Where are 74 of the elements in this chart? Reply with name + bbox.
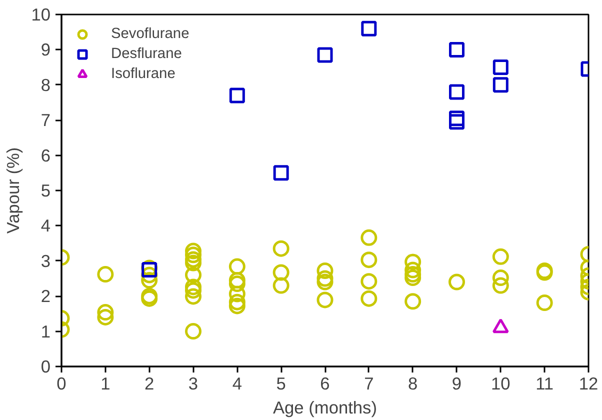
point [228,286,246,302]
point [273,165,289,181]
point [97,266,114,283]
x-axis-title: Age (months) [272,398,378,418]
x-tick-label: 3 [188,374,198,394]
point [492,77,508,93]
point [316,292,334,308]
point [228,276,246,292]
point [272,277,290,294]
y-tick-label: 1 [40,321,51,342]
point [404,293,422,310]
point [448,274,465,290]
y-tick-label: 6 [40,145,51,166]
y-tick-label: 9 [40,40,51,60]
x-tick-label: 6 [320,374,330,394]
point [185,246,202,264]
point [492,277,509,294]
point [272,264,290,281]
point [185,282,202,299]
legend-label: Isoflurane [111,66,176,82]
point [449,84,464,100]
x-tick-label: 10 [491,374,510,394]
point [228,272,246,288]
point [492,248,509,265]
point [185,242,202,260]
point [229,88,245,104]
point [272,240,290,257]
y-tick-label: 0 [40,356,51,376]
legend-label: Sevoflurane [111,26,190,42]
point [185,266,202,284]
x-tick-label: 12 [578,374,598,394]
x-tick-label: 5 [276,374,286,394]
point [361,20,377,36]
point [360,252,378,268]
point [404,262,422,278]
y-tick-label: 3 [40,250,51,271]
x-tick-label: 4 [232,374,242,394]
y-tick-label: 7 [40,110,51,130]
point [185,323,202,340]
point [449,42,464,58]
x-tick-label: 7 [364,374,374,394]
y-tick-label: 5 [40,180,51,200]
x-tick-label: 11 [536,374,554,394]
point [185,288,202,305]
x-tick-label: 9 [452,374,462,394]
x-tick-label: 2 [144,374,154,394]
point [97,308,114,326]
point [360,229,378,246]
point [404,270,422,286]
y-tick-label: 10 [31,4,51,24]
point [316,274,334,290]
y-tick-label: 8 [40,74,51,95]
point [492,270,509,286]
point [97,304,114,321]
point [360,273,378,290]
point [316,270,334,287]
point [317,47,333,63]
x-tick-label: 1 [100,374,110,394]
y-tick-label: 2 [40,286,51,306]
x-tick-label: 0 [56,374,66,394]
x-tick-label: 8 [408,374,418,394]
point [536,294,553,312]
point [360,290,378,307]
point [228,258,246,275]
point [228,298,246,314]
legend-label: Desflurane [111,46,182,62]
y-axis-title: Vapour (%) [3,147,24,234]
y-tick-label: 4 [40,216,51,236]
point [185,251,202,268]
point [228,294,246,310]
point [492,60,508,76]
point [316,262,334,279]
point [185,278,202,296]
point [404,254,422,270]
